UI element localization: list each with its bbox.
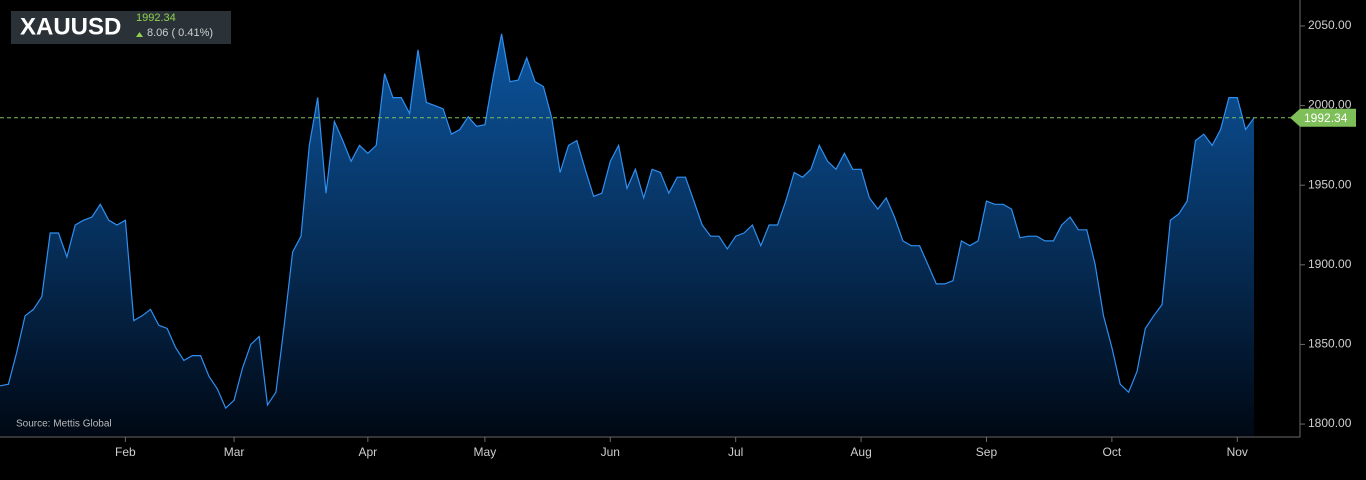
price: 1992.34 [136,12,176,24]
y-tick-label: 1950.00 [1308,177,1352,191]
x-tick-label: Jul [728,445,743,459]
x-tick-label: Apr [358,445,377,459]
source: Source: Mettis Global [16,419,112,430]
x-tick-label: Feb [115,445,136,459]
x-tick-label: May [474,445,497,459]
price-line [0,33,1255,410]
y-tick-label: 1850.00 [1308,337,1352,351]
x-tick-label: Aug [850,445,871,459]
last-price-label: 1992.34 [1304,111,1348,125]
ticker: XAUUSD [20,13,121,40]
x-tick-label: Oct [1103,445,1122,459]
ticker-box [11,11,231,44]
up-arrow [136,32,143,37]
y-tick-label: 2050.00 [1308,18,1352,32]
last-price-tag [1290,108,1356,127]
y-tick-label: 1900.00 [1308,257,1352,271]
x-tick-label: Nov [1227,445,1248,459]
y-tick-label: 1800.00 [1308,416,1352,430]
x-tick-label: Mar [224,445,245,459]
x-tick-label: Jun [601,445,620,459]
x-tick-label: Sep [976,445,998,459]
change: 8.06 ( 0.41%) [147,27,213,39]
area-fill [0,33,1254,437]
y-tick-label: 2000.00 [1308,98,1352,112]
